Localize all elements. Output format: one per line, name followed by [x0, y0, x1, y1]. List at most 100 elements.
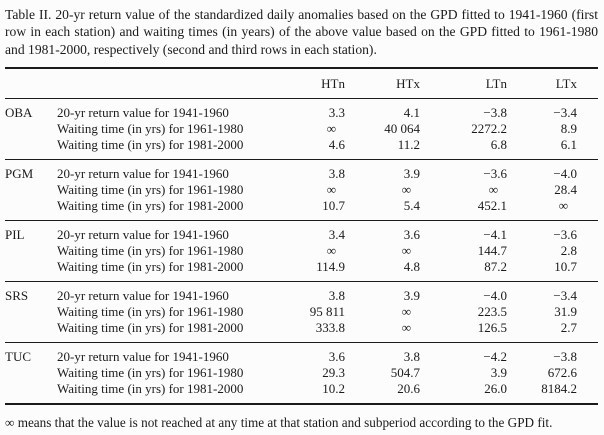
row-label: Waiting time (in yrs) for 1981-2000: [57, 198, 244, 214]
header-station-spacer: [5, 68, 57, 99]
table-row: SRS 20-yr return value for 1941-1960 3.8…: [5, 282, 598, 305]
cell-value: ∞: [326, 182, 336, 198]
row-label: Waiting time (in yrs) for 1961-1980: [57, 243, 244, 259]
cell-value: 8.9: [560, 121, 577, 137]
table-row: Waiting time (in yrs) for 1981-2000 10.2…: [5, 381, 598, 404]
cell-value: 31.9: [554, 304, 577, 320]
cell-value: 223.5: [477, 304, 507, 320]
cell-value: 10.2: [322, 381, 345, 397]
cell-value: 3.9: [403, 166, 420, 182]
cell-value: 3.8: [328, 288, 345, 304]
cell-value: ∞: [558, 198, 568, 214]
station-group-srs: SRS 20-yr return value for 1941-1960 3.8…: [5, 281, 598, 343]
cell-value: 5.4: [403, 198, 420, 214]
cell-value: −3.4: [553, 288, 577, 304]
cell-value: 2.7: [560, 320, 577, 336]
cell-value: ∞: [326, 243, 336, 259]
cell-value: −4.0: [553, 166, 577, 182]
cell-value: 3.6: [403, 227, 420, 243]
row-label: Waiting time (in yrs) for 1981-2000: [57, 259, 244, 275]
cell-value: −3.6: [553, 227, 577, 243]
station-group-tuc: TUC 20-yr return value for 1941-1960 3.6…: [5, 342, 598, 405]
header-row: HTn HTx LTn LTx: [5, 68, 598, 99]
cell-value: 126.5: [477, 320, 507, 336]
cell-value: 87.2: [484, 259, 507, 275]
cell-value: ∞: [401, 182, 411, 198]
col-header-htn: HTn: [321, 76, 345, 92]
row-label: Waiting time (in yrs) for 1981-2000: [57, 381, 244, 397]
table-caption: Table II. 20-yr return value of the stan…: [5, 7, 598, 57]
table-row: Waiting time (in yrs) for 1961-1980 ∞ 40…: [5, 121, 598, 137]
row-label: 20-yr return value for 1941-1960: [57, 105, 229, 121]
cell-value: ∞: [401, 320, 411, 336]
col-header-ltx: LTx: [555, 76, 577, 92]
cell-value: 4.1: [403, 105, 420, 121]
row-label: 20-yr return value for 1941-1960: [57, 166, 229, 182]
table-header: HTn HTx LTn LTx: [5, 68, 598, 99]
cell-value: 95 811: [309, 304, 345, 320]
cell-value: 3.6: [328, 349, 345, 365]
return-value-table: HTn HTx LTn LTx OBA 20-yr return value f…: [5, 67, 598, 406]
cell-value: 29.3: [322, 365, 345, 381]
station-label-srs: SRS: [5, 288, 29, 304]
table-row: Waiting time (in yrs) for 1981-2000 114.…: [5, 259, 598, 282]
cell-value: 10.7: [322, 198, 345, 214]
cell-value: −3.8: [483, 105, 507, 121]
cell-value: ∞: [326, 121, 336, 137]
cell-value: −4.0: [483, 288, 507, 304]
cell-value: 3.4: [328, 227, 345, 243]
station-group-pgm: PGM 20-yr return value for 1941-1960 3.8…: [5, 159, 598, 221]
col-header-htx: HTx: [396, 76, 420, 92]
cell-value: −4.2: [483, 349, 507, 365]
table-row: Waiting time (in yrs) for 1961-1980 ∞ ∞ …: [5, 243, 598, 259]
cell-value: −4.1: [483, 227, 507, 243]
header-desc-spacer: [57, 68, 297, 99]
cell-value: 2272.2: [471, 121, 507, 137]
row-label: 20-yr return value for 1941-1960: [57, 349, 229, 365]
cell-value: 6.1: [560, 137, 577, 153]
cell-value: −3.8: [553, 349, 577, 365]
table-row: Waiting time (in yrs) for 1961-1980 ∞ ∞ …: [5, 182, 598, 198]
cell-value: 452.1: [477, 198, 507, 214]
cell-value: 10.7: [554, 259, 577, 275]
table-row: TUC 20-yr return value for 1941-1960 3.6…: [5, 343, 598, 366]
station-label-tuc: TUC: [5, 349, 31, 365]
table-row: PIL 20-yr return value for 1941-1960 3.4…: [5, 221, 598, 244]
table-row: PGM 20-yr return value for 1941-1960 3.8…: [5, 160, 598, 183]
cell-value: 333.8: [315, 320, 345, 336]
station-label-oba: OBA: [5, 105, 33, 121]
station-label-pil: PIL: [5, 227, 25, 243]
row-label: Waiting time (in yrs) for 1981-2000: [57, 137, 244, 153]
cell-value: −3.4: [553, 105, 577, 121]
cell-value: 26.0: [484, 381, 507, 397]
col-header-ltn: LTn: [485, 76, 507, 92]
cell-value: 20.6: [397, 381, 420, 397]
cell-value: 11.2: [397, 137, 420, 153]
cell-value: 3.3: [328, 105, 345, 121]
cell-value: 28.4: [554, 182, 577, 198]
row-label: 20-yr return value for 1941-1960: [57, 288, 229, 304]
cell-value: ∞: [488, 182, 498, 198]
cell-value: 2.8: [560, 243, 577, 259]
cell-value: 8184.2: [541, 381, 577, 397]
station-label-pgm: PGM: [5, 166, 34, 182]
cell-value: 114.9: [316, 259, 345, 275]
cell-value: 3.9: [403, 288, 420, 304]
cell-value: 3.8: [328, 166, 345, 182]
cell-value: 3.9: [490, 365, 507, 381]
cell-value: 40 064: [384, 121, 420, 137]
cell-value: −3.6: [483, 166, 507, 182]
row-label: Waiting time (in yrs) for 1961-1980: [57, 182, 244, 198]
row-label: Waiting time (in yrs) for 1961-1980: [57, 365, 244, 381]
row-label: Waiting time (in yrs) for 1961-1980: [57, 304, 244, 320]
cell-value: 4.6: [328, 137, 345, 153]
row-label: Waiting time (in yrs) for 1961-1980: [57, 121, 244, 137]
table-row: OBA 20-yr return value for 1941-1960 3.3…: [5, 99, 598, 122]
table-row: Waiting time (in yrs) for 1981-2000 4.6 …: [5, 137, 598, 160]
station-group-oba: OBA 20-yr return value for 1941-1960 3.3…: [5, 99, 598, 160]
cell-value: ∞: [401, 304, 411, 320]
table-row: Waiting time (in yrs) for 1981-2000 10.7…: [5, 198, 598, 221]
table-footnote: ∞ means that the value is not reached at…: [5, 415, 553, 431]
cell-value: 3.8: [403, 349, 420, 365]
